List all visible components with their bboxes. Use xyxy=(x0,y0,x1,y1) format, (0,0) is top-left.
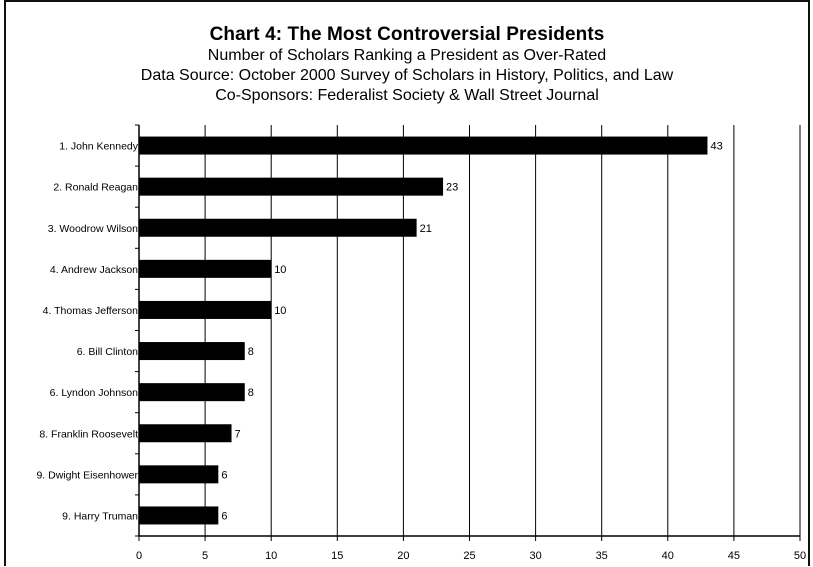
category-label: 4. Andrew Jackson xyxy=(50,264,138,276)
category-label: 9. Harry Truman xyxy=(62,510,138,522)
category-label: 6. Bill Clinton xyxy=(77,346,138,358)
data-label: 10 xyxy=(274,305,286,317)
bar xyxy=(139,424,232,443)
chart-subtitle-2: Data Source: October 2000 Survey of Scho… xyxy=(140,67,674,84)
bar xyxy=(139,218,417,237)
chart-title: Chart 4: The Most Controversial Presiden… xyxy=(209,24,605,45)
data-label: 23 xyxy=(446,182,458,194)
x-tick-label-5: 5 xyxy=(202,550,208,562)
bar xyxy=(139,300,272,319)
data-label: 10 xyxy=(274,264,286,276)
chart-frame xyxy=(4,0,810,566)
data-label: 8 xyxy=(248,346,254,358)
x-tick-label-20: 20 xyxy=(397,550,409,562)
data-label: 7 xyxy=(235,428,241,440)
x-tick-label-0: 0 xyxy=(136,550,142,562)
x-tick-label-15: 15 xyxy=(331,550,343,562)
bar xyxy=(139,342,245,361)
data-label: 8 xyxy=(248,387,254,399)
data-label: 6 xyxy=(221,469,227,481)
category-label: 9. Dwight Eisenhower xyxy=(36,469,138,481)
bar xyxy=(139,177,444,196)
category-label: 6. Lyndon Johnson xyxy=(50,387,139,399)
category-label: 1. John Kennedy xyxy=(59,141,139,153)
data-label: 6 xyxy=(221,510,227,522)
category-label: 2. Ronald Reagan xyxy=(53,182,138,194)
chart-subtitle-1: Number of Scholars Ranking a President a… xyxy=(207,47,607,64)
bar xyxy=(139,465,219,484)
x-tick-label-40: 40 xyxy=(662,550,674,562)
x-tick-label-10: 10 xyxy=(265,550,277,562)
bar xyxy=(139,383,245,402)
chart-subtitle-3: Co-Sponsors: Federalist Society & Wall S… xyxy=(215,87,599,104)
data-label: 43 xyxy=(710,141,722,153)
bar xyxy=(139,506,219,525)
category-label: 4. Thomas Jefferson xyxy=(43,305,138,317)
category-label: 3. Woodrow Wilson xyxy=(48,223,138,235)
x-tick-label-45: 45 xyxy=(728,550,740,562)
x-tick-label-25: 25 xyxy=(463,550,475,562)
data-label: 21 xyxy=(420,223,432,235)
chart-titles: Chart 4: The Most Controversial Presiden… xyxy=(4,24,810,106)
x-tick-label-35: 35 xyxy=(596,550,608,562)
x-tick-label-50: 50 xyxy=(794,550,806,562)
bar xyxy=(139,136,708,155)
bar xyxy=(139,259,272,278)
x-tick-label-30: 30 xyxy=(529,550,541,562)
category-label: 8. Franklin Roosevelt xyxy=(39,428,138,440)
